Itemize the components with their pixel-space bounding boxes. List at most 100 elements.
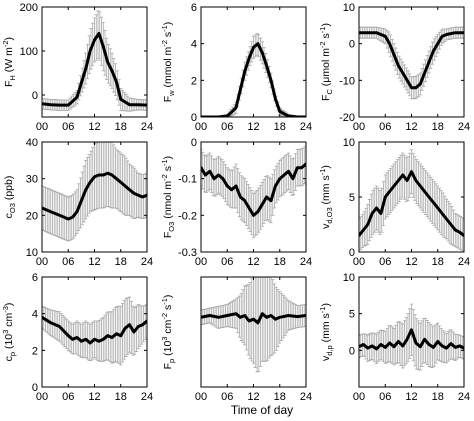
y-tick-label: -0.1: [178, 174, 197, 186]
x-tick-label: 18: [115, 391, 127, 403]
y-axis-label-part: ): [320, 23, 332, 27]
x-tick-label: 12: [247, 121, 259, 133]
y-axis-label-part: -2: [160, 40, 169, 47]
error-bar: [462, 218, 464, 252]
chart-panel-9: 00 06 12 18 24 0 5 10 vd,p (mm s-1): [318, 272, 470, 403]
x-tick-label: 12: [405, 121, 417, 133]
x-tick-label: 24: [300, 121, 312, 133]
error-bar: [462, 26, 464, 39]
y-axis-label-part: s: [162, 32, 174, 40]
y-tick-label: 0: [32, 382, 38, 394]
x-tick-label: 06: [221, 391, 233, 403]
y-axis-label-part: s: [162, 166, 174, 174]
x-tick-label: 24: [458, 256, 470, 268]
y-axis-label-part: F: [162, 232, 174, 238]
series-line: [42, 171, 147, 221]
y-tick-label: 0: [191, 137, 197, 149]
error-bar: [42, 185, 44, 231]
y-tick-label: 200: [20, 2, 38, 14]
y-axis-label-part: ): [162, 22, 174, 26]
y-axis-label-part: -1: [160, 25, 169, 32]
y-axis-label-part: ): [320, 303, 332, 307]
y-axis-label-part: p: [8, 352, 17, 356]
chart-panel-1: 00 06 12 18 24 0 100 200 FH (W m-2): [1, 2, 153, 133]
error-bar: [145, 172, 147, 218]
x-tick-label: 24: [141, 256, 153, 268]
y-axis-label-part: d,p: [325, 345, 334, 355]
y-axis-label-part: ): [320, 165, 332, 169]
y-tick-label: -20: [339, 112, 355, 124]
x-tick-label: 18: [274, 391, 286, 403]
y-tick-label: 30: [26, 174, 38, 186]
y-axis-label-part: -2: [1, 40, 10, 47]
x-tick-label: 00: [195, 391, 207, 403]
x-tick-label: 24: [300, 256, 312, 268]
y-axis-label-part: C: [325, 89, 334, 95]
x-tick-label: 24: [141, 121, 153, 133]
x-tick-label: 06: [221, 121, 233, 133]
y-tick-label: -10: [339, 75, 355, 87]
x-tick-label: 12: [405, 256, 417, 268]
y-axis-label: FO3 (nmol m-2 s-1): [160, 156, 176, 238]
y-axis-label-part: F: [162, 363, 174, 369]
x-tick-label: 24: [300, 391, 312, 403]
y-tick-label: 4: [191, 39, 197, 51]
y-tick-label: 10: [26, 247, 38, 259]
y-axis-label-part: -2: [160, 313, 169, 320]
x-tick-label: 06: [379, 121, 391, 133]
y-axis-label-part: -2: [160, 174, 169, 181]
y-tick-label: 5: [349, 309, 355, 321]
y-axis-label-part: cm: [3, 313, 15, 330]
series-line: [359, 328, 464, 351]
series-line: [201, 162, 306, 217]
y-axis-label: Fw (mmol m-2 s-1): [160, 22, 176, 103]
series-line: [359, 170, 464, 237]
y-axis-label-part: -2: [318, 41, 327, 48]
series-line: [42, 315, 147, 345]
y-tick-label: 5: [349, 192, 355, 204]
y-axis-label-part: ): [162, 295, 174, 299]
y-tick-label: 4: [32, 309, 38, 321]
y-axis-label: cp (103 cm-3): [1, 303, 17, 362]
y-axis-label-part: ): [162, 156, 174, 160]
x-tick-label: 24: [458, 391, 470, 403]
x-tick-label: 24: [141, 391, 153, 403]
x-tick-label: 00: [36, 391, 48, 403]
error-bars: [201, 145, 306, 238]
series-line: [201, 42, 306, 117]
y-axis-label-part: -1: [318, 27, 327, 34]
y-tick-label: 10: [343, 272, 355, 284]
x-tick-label: 00: [353, 256, 365, 268]
error-bar: [145, 304, 147, 338]
y-axis-label-part: (10: [162, 341, 174, 359]
y-tick-label: 10: [343, 137, 355, 149]
error-bar: [359, 335, 361, 359]
x-tick-label: 18: [274, 256, 286, 268]
y-axis-label: vd,O3 (mm s-1): [318, 165, 334, 229]
chart-panel-6: 00 06 12 18 24 0 5 10 vd,O3 (mm s-1): [318, 137, 470, 268]
y-axis-label-part: ): [3, 37, 15, 41]
y-tick-label: 2: [32, 345, 38, 357]
x-tick-label: 18: [432, 121, 444, 133]
error-bar: [462, 336, 464, 360]
y-axis-label-part: -1: [160, 159, 169, 166]
y-axis-label: cO3 (ppb): [3, 176, 17, 219]
error-bars: [359, 149, 464, 252]
y-axis-label-part: (W m: [3, 47, 15, 75]
error-bars: [359, 303, 464, 371]
plot-frame: [358, 6, 465, 118]
x-tick-label: 12: [88, 121, 100, 133]
x-tick-label: 00: [353, 121, 365, 133]
x-tick-label: 12: [405, 391, 417, 403]
x-tick-label: 12: [88, 391, 100, 403]
x-tick-label: 06: [379, 256, 391, 268]
y-axis-label-part: (mm s: [320, 313, 332, 345]
y-tick-label: 40: [26, 137, 38, 149]
x-tick-label: 18: [115, 256, 127, 268]
y-axis-label-part: H: [8, 75, 17, 80]
y-axis-label-part: (nmol m: [162, 181, 174, 222]
x-tick-label: 06: [62, 256, 74, 268]
y-tick-label: 100: [20, 46, 38, 58]
x-tick-label: 00: [195, 121, 207, 133]
